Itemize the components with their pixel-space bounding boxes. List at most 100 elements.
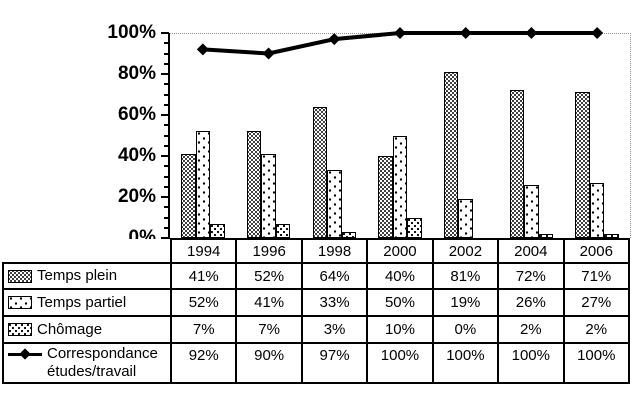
y-tick (164, 62, 169, 65)
table-row: Temps plein 41% 52% 64% 40% 81% 72% 71% (2, 262, 631, 290)
bar-medium-dots-1996 (275, 223, 291, 238)
value-cell: 7% (235, 315, 303, 344)
year-header: 2002 (431, 238, 500, 264)
y-axis-label: 100% (107, 22, 156, 43)
year-header: 2006 (562, 238, 631, 264)
y-tick (161, 73, 169, 75)
value-cell: 100% (562, 342, 631, 384)
year-header: 1996 (235, 238, 303, 264)
data-table: 1994 1996 1998 2000 2002 2004 2006 Temps plein 4… (2, 238, 631, 384)
bar-dense-dots-2002 (443, 71, 459, 238)
table-corner-blank (3, 239, 171, 263)
bar-medium-dots-2000 (407, 217, 422, 238)
value-cell: 92% (169, 342, 238, 384)
legend-series-name: Correspondance études/travail (47, 345, 158, 380)
y-axis-label: 80% (117, 63, 156, 84)
legend-label-cell: Temps plein (2, 262, 172, 290)
legend-series-name: Temps plein (37, 267, 118, 284)
value-cell: 2% (562, 315, 631, 344)
bar-sparse-diamonds-1996 (261, 153, 276, 238)
bar-sparse-diamonds-2004 (524, 184, 539, 238)
value-cell: 2% (497, 315, 565, 344)
value-cell: 52% (169, 288, 238, 317)
value-cell: 0% (431, 315, 500, 344)
legend-label-cell: Chômage (2, 315, 172, 344)
y-tick (164, 175, 169, 178)
value-cell: 97% (300, 342, 369, 384)
value-cell: 41% (169, 262, 238, 290)
legend-swatch-sparse-diamonds (8, 296, 32, 309)
y-tick (164, 216, 169, 219)
table-row: Chômage 7% 7% 3% 10% 0% 2% 2% (2, 315, 631, 344)
value-cell: 52% (235, 262, 303, 290)
value-cell: 7% (169, 315, 238, 344)
y-axis-label: 20% (117, 186, 156, 207)
y-tick (164, 52, 169, 55)
legend-series-name: Chômage (37, 320, 103, 338)
value-cell: 26% (497, 288, 565, 317)
diamond-markers (196, 27, 604, 60)
year-header: 1998 (300, 238, 369, 264)
y-tick (161, 196, 169, 198)
legend-label-cell: Correspondance études/travail (2, 342, 172, 384)
y-tick (164, 134, 169, 137)
bar-dense-dots-2000 (378, 156, 393, 238)
year-header: 1994 (169, 238, 238, 264)
y-tick (164, 206, 169, 209)
bar-medium-dots-1994 (210, 223, 225, 238)
value-cell: 19% (431, 288, 500, 317)
y-tick (164, 42, 169, 45)
y-tick (164, 144, 169, 147)
legend-label-cell: Temps partiel (2, 288, 172, 317)
value-cell: 100% (497, 342, 565, 384)
y-tick (161, 155, 169, 157)
value-cell: 33% (300, 288, 369, 317)
bar-dense-dots-1994 (181, 153, 196, 238)
legend-entry: Correspondance études/travail (8, 345, 168, 381)
value-cell: 41% (235, 288, 303, 317)
data-table-body: 1994 1996 1998 2000 2002 2004 2006 Temps plein 4… (2, 238, 631, 384)
y-tick (164, 93, 169, 96)
bar-sparse-diamonds-2002 (458, 199, 473, 238)
bar-sparse-diamonds-2006 (589, 182, 605, 238)
value-cell: 10% (366, 315, 434, 344)
y-tick (164, 124, 169, 127)
legend-entry: Chômage (8, 321, 168, 339)
value-cell: 50% (366, 288, 434, 317)
y-tick (161, 237, 169, 239)
y-tick (164, 185, 169, 188)
legend-entry: Temps plein (8, 267, 168, 285)
bar-dense-dots-2004 (509, 90, 525, 238)
value-cell: 27% (562, 288, 631, 317)
year-header: 2000 (366, 238, 434, 264)
y-tick (161, 32, 169, 34)
table-row: Correspondance études/travail 92% 90% 97% 10… (2, 342, 631, 384)
y-tick (161, 114, 169, 116)
diamond-icon (19, 348, 31, 360)
bar-medium-dots-2004 (538, 233, 554, 238)
y-tick (164, 103, 169, 106)
y-axis (168, 33, 170, 240)
bar-sparse-diamonds-1994 (195, 131, 211, 238)
value-cell: 81% (431, 262, 500, 290)
legend-series-name: Temps partiel (37, 293, 127, 311)
value-cell: 72% (497, 262, 565, 290)
bar-medium-dots-2006 (604, 233, 619, 238)
y-axis-label: 40% (117, 145, 156, 166)
trend-line-svg (196, 27, 604, 60)
y-axis-label: 60% (117, 104, 156, 125)
legend-swatch-medium-dots (8, 323, 32, 336)
bar-dense-dots-2006 (575, 92, 590, 238)
value-cell: 40% (366, 262, 434, 290)
plot-right-border (630, 33, 631, 238)
value-cell: 90% (235, 342, 303, 384)
y-tick (164, 226, 169, 229)
y-tick (164, 165, 169, 168)
bar-medium-dots-1998 (341, 231, 357, 238)
bar-dense-dots-1996 (246, 131, 262, 238)
legend-line-marker (8, 348, 42, 361)
bar-dense-dots-1998 (312, 106, 328, 238)
year-header: 2004 (497, 238, 565, 264)
value-cell: 64% (300, 262, 369, 290)
